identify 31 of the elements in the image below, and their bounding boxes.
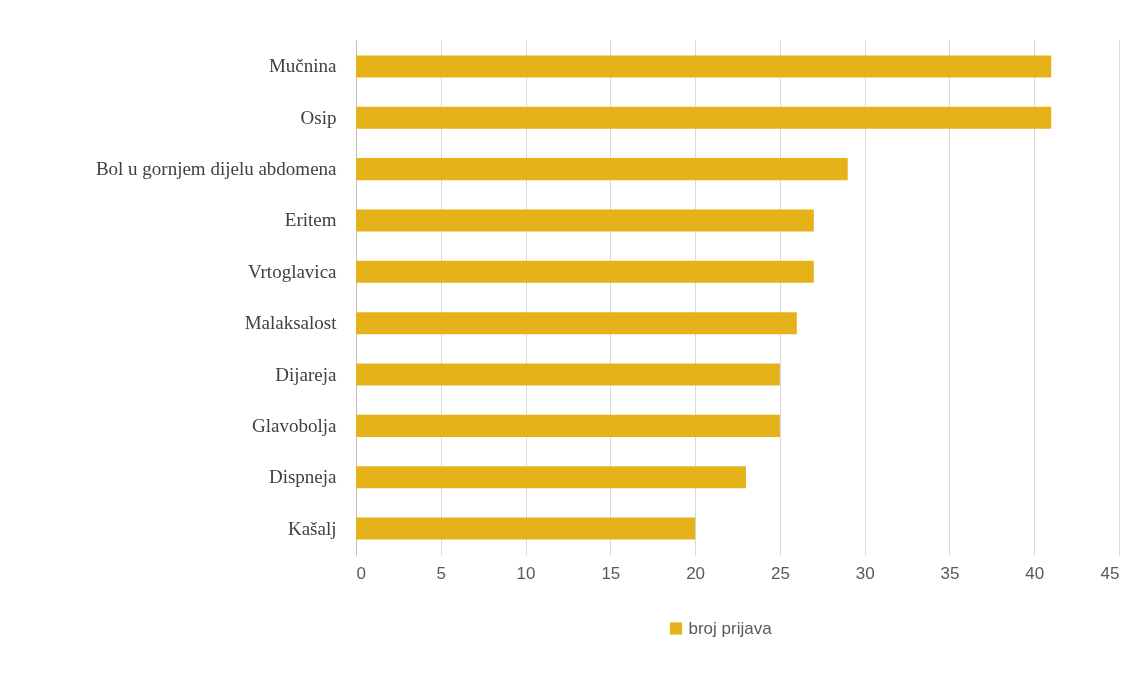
bar [356, 363, 780, 386]
bar [356, 209, 814, 232]
x-tick-label: 10 [516, 563, 536, 583]
y-tick-label: Eritem [284, 209, 337, 231]
x-tick-label: 5 [436, 563, 447, 583]
bar [356, 158, 848, 181]
bar [356, 466, 746, 489]
x-tick-label: 45 [1100, 563, 1120, 583]
bar [356, 106, 1052, 129]
y-tick-label: Malaksalost [244, 312, 338, 334]
y-tick-label: Dijareja [275, 363, 338, 385]
y-tick-label: Vrtoglavica [247, 260, 338, 282]
legend-label: broj prijava [688, 618, 773, 638]
bar [356, 55, 1052, 78]
bar [356, 414, 780, 437]
x-tick-label: 25 [770, 563, 790, 583]
y-tick-label: Kašalj [287, 517, 337, 539]
y-tick-label: Mučnina [268, 55, 338, 77]
y-tick-label: Osip [300, 106, 337, 128]
y-tick-label: Bol u gornjem dijelu abdomena [95, 158, 338, 180]
x-tick-label: 0 [356, 563, 366, 583]
y-tick-label: Dispneja [268, 466, 338, 488]
bar [356, 260, 814, 283]
x-tick-label: 30 [855, 563, 875, 583]
bar [356, 312, 797, 335]
x-tick-label: 20 [686, 563, 706, 583]
x-tick-label: 15 [601, 563, 621, 583]
bar [356, 517, 696, 540]
x-tick-label: 35 [940, 563, 960, 583]
x-tick-label: 40 [1025, 563, 1045, 583]
y-tick-label: Glavobolja [252, 414, 338, 436]
